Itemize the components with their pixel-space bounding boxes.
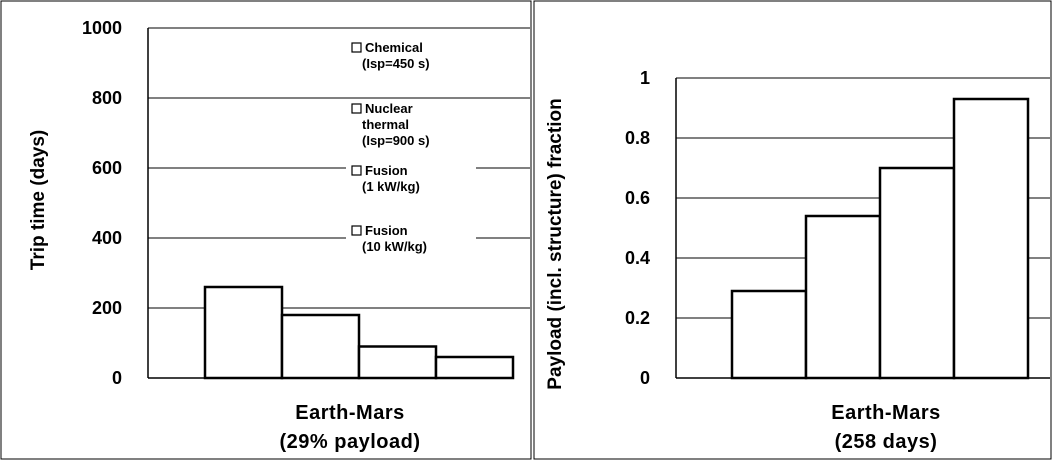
y-tick-label: 600	[92, 158, 122, 178]
legend-label: (1 kW/kg)	[362, 179, 420, 194]
right-x-axis-label-line1: Earth-Mars	[831, 402, 940, 424]
right-x-axis-label-line2: (258 days)	[835, 431, 938, 453]
legend-label: Chemical	[365, 40, 423, 55]
y-tick-label: 0.6	[625, 188, 650, 208]
bar	[434, 355, 515, 380]
payload-fraction-chart: 0 0.2 0.4 0.6 0.8 1 Payload (incl. structure)…	[545, 68, 1050, 453]
y-tick-label: 0.8	[625, 128, 650, 148]
bar	[203, 285, 284, 380]
bar	[357, 345, 438, 380]
bar	[878, 166, 956, 380]
left-y-tick-labels: 0 200 400 600 800 1000	[82, 18, 122, 388]
y-tick-label: 200	[92, 298, 122, 318]
legend-label: Fusion	[365, 163, 408, 178]
y-tick-label: 1	[640, 68, 650, 88]
legend-entry: Fusion(10 kW/kg)	[346, 223, 476, 258]
y-tick-label: 0.2	[625, 308, 650, 328]
legend-swatch	[351, 103, 362, 114]
left-x-axis-label-line2: (29% payload)	[280, 431, 421, 453]
legend-swatch	[351, 42, 362, 53]
right-y-axis-label: Payload (incl. structure) fraction	[545, 98, 566, 389]
left-x-axis-label-line1: Earth-Mars	[295, 402, 404, 424]
y-tick-label: 400	[92, 228, 122, 248]
right-panel-border	[533, 0, 1052, 460]
legend-entry: Chemical(Isp=450 s)	[346, 40, 476, 75]
left-y-axis-label: Trip time (days)	[28, 130, 49, 270]
bar	[804, 214, 882, 380]
legend-label: Fusion	[365, 223, 408, 238]
right-y-tick-labels: 0 0.2 0.4 0.6 0.8 1	[625, 68, 650, 388]
left-bars	[203, 285, 515, 380]
legend-label: Nuclear	[365, 101, 413, 116]
legend-label: thermal	[362, 117, 409, 132]
y-tick-label: 0.4	[625, 248, 650, 268]
y-tick-label: 800	[92, 88, 122, 108]
legend-label: (Isp=900 s)	[362, 133, 430, 148]
y-tick-label: 0	[112, 368, 122, 388]
legend-entry-background	[346, 41, 476, 75]
legend-swatch	[351, 165, 362, 176]
legend-entry: Fusion(1 kW/kg)	[346, 163, 476, 198]
right-bars	[730, 97, 1030, 380]
bar	[280, 313, 361, 380]
legend-swatch	[351, 225, 362, 236]
legend-entry-background	[346, 164, 476, 198]
bar	[952, 97, 1030, 380]
left-panel-border	[0, 0, 532, 460]
legend-entry-background	[346, 102, 476, 152]
y-tick-label: 1000	[82, 18, 122, 38]
legend-entry-background	[346, 224, 476, 258]
y-tick-label: 0	[640, 368, 650, 388]
legend-label: (10 kW/kg)	[362, 239, 427, 254]
trip-time-chart: 0 200 400 600 800 1000 Trip time (days) Earth…	[28, 18, 530, 453]
legend-label: (Isp=450 s)	[362, 56, 430, 71]
legend: Chemical(Isp=450 s) Nuclearthermal(Isp=90…	[346, 40, 476, 258]
bar	[730, 289, 808, 380]
